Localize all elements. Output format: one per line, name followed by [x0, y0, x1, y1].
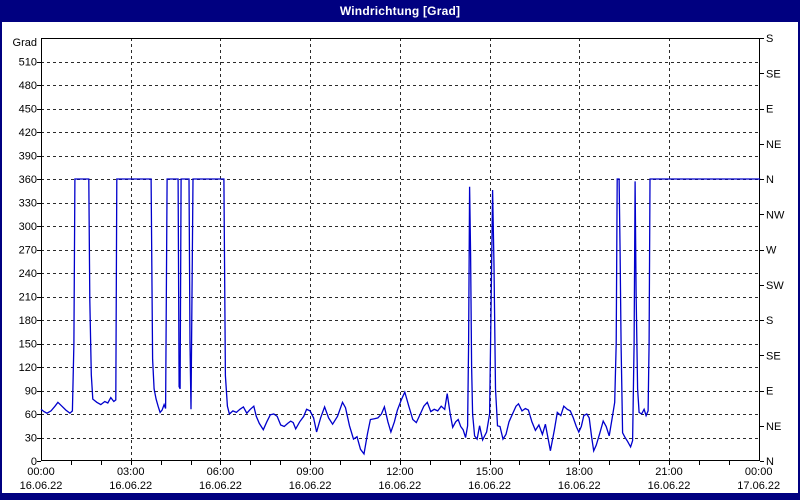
- x-time-label: 00:00: [745, 466, 773, 478]
- wind-direction-chart: 0 30 60 90 120 150 180 210 240 270 300 330 360 390 420…: [13, 33, 785, 492]
- y-left-label: 480: [19, 80, 37, 92]
- x-date-label: 17.06.22: [737, 480, 780, 492]
- x-time-label: 12:00: [386, 466, 414, 478]
- y-left-label: 150: [19, 339, 37, 351]
- y-left-label: 90: [25, 386, 37, 398]
- y-left-label: 180: [19, 315, 37, 327]
- y-right-label: SW: [766, 280, 784, 292]
- y-left-label: 240: [19, 268, 37, 280]
- y-left-label: 270: [19, 245, 37, 257]
- x-date-label: 16.06.22: [378, 480, 421, 492]
- y-left-label: 0: [31, 456, 37, 468]
- x-date-label: 16.06.22: [20, 480, 63, 492]
- x-date-label: 16.06.22: [289, 480, 332, 492]
- y-right-label: W: [766, 245, 777, 257]
- y-right-label: S: [766, 33, 773, 45]
- y-left-label: 210: [19, 292, 37, 304]
- x-date-label: 16.06.22: [199, 480, 242, 492]
- y-right-label: SE: [766, 68, 781, 80]
- x-date-label: 16.06.22: [648, 480, 691, 492]
- y-left-label: 120: [19, 362, 37, 374]
- x-time-label: 06:00: [207, 466, 235, 478]
- y-left-label: 450: [19, 104, 37, 116]
- y-left-label: 360: [19, 174, 37, 186]
- x-time-label: 18:00: [566, 466, 594, 478]
- y-right-label: NE: [766, 421, 781, 433]
- y-left-label: 420: [19, 127, 37, 139]
- y-left-label: 390: [19, 151, 37, 163]
- plot-border: [41, 38, 760, 461]
- y-right-label: S: [766, 315, 773, 327]
- y-right-label: NE: [766, 139, 781, 151]
- y-right-label: N: [766, 456, 774, 468]
- y-left-label: 300: [19, 221, 37, 233]
- y-right-label: NW: [766, 209, 785, 221]
- x-time-label: 03:00: [117, 466, 145, 478]
- wind-direction-series: [40, 178, 761, 456]
- chart-area: 0 30 60 90 120 150 180 210 240 270 300 330 360 390 420…: [2, 22, 798, 493]
- x-time-label: 15:00: [476, 466, 504, 478]
- y-right-label: SE: [766, 350, 781, 362]
- y-right-label: E: [766, 104, 773, 116]
- y-right-label: E: [766, 386, 773, 398]
- window-title: Windrichtung [Grad]: [339, 4, 461, 18]
- x-time-label: 00:00: [27, 466, 55, 478]
- x-date-label: 16.06.22: [109, 480, 152, 492]
- x-date-label: 16.06.22: [558, 480, 601, 492]
- y-left-label: 330: [19, 198, 37, 210]
- y-left-label: 60: [25, 409, 37, 421]
- x-time-label: 21:00: [655, 466, 683, 478]
- x-date-label: 16.06.22: [468, 480, 511, 492]
- window-titlebar: Windrichtung [Grad]: [0, 0, 800, 22]
- y-right-label: N: [766, 174, 774, 186]
- y-axis-title: Grad: [13, 37, 37, 49]
- x-time-label: 09:00: [296, 466, 324, 478]
- y-left-label: 510: [19, 57, 37, 69]
- y-left-label: 30: [25, 433, 37, 445]
